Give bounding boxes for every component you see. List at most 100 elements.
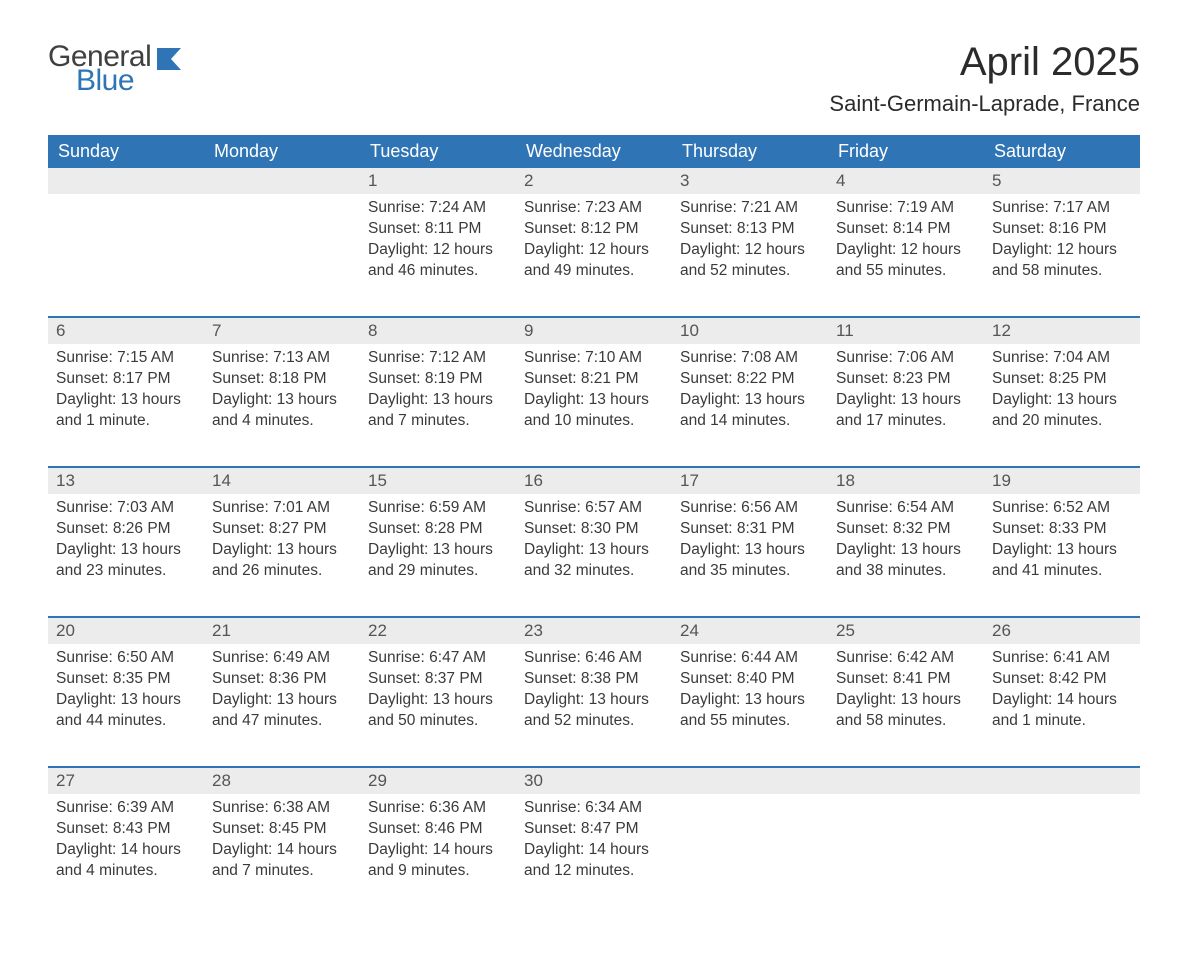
day-number: 21 [204, 618, 360, 644]
calendar-day-cell: 15Sunrise: 6:59 AMSunset: 8:28 PMDayligh… [360, 467, 516, 617]
daylight-line: Daylight: 13 hours and 4 minutes. [212, 390, 352, 432]
calendar-day-cell: 24Sunrise: 6:44 AMSunset: 8:40 PMDayligh… [672, 617, 828, 767]
sunrise-line: Sunrise: 6:59 AM [368, 498, 508, 519]
day-body: Sunrise: 6:54 AMSunset: 8:32 PMDaylight:… [828, 494, 984, 616]
calendar-day-cell: 11Sunrise: 7:06 AMSunset: 8:23 PMDayligh… [828, 317, 984, 467]
daylight-line: Daylight: 12 hours and 52 minutes. [680, 240, 820, 282]
day-number [204, 168, 360, 194]
daylight-line: Daylight: 13 hours and 38 minutes. [836, 540, 976, 582]
day-number: 22 [360, 618, 516, 644]
weekday-header: Friday [828, 135, 984, 168]
sunset-line: Sunset: 8:47 PM [524, 819, 664, 840]
sunrise-line: Sunrise: 6:41 AM [992, 648, 1132, 669]
sunrise-line: Sunrise: 7:23 AM [524, 198, 664, 219]
calendar-day-cell: 25Sunrise: 6:42 AMSunset: 8:41 PMDayligh… [828, 617, 984, 767]
day-number: 9 [516, 318, 672, 344]
sunset-line: Sunset: 8:28 PM [368, 519, 508, 540]
sunrise-line: Sunrise: 7:21 AM [680, 198, 820, 219]
day-body: Sunrise: 6:59 AMSunset: 8:28 PMDaylight:… [360, 494, 516, 616]
calendar-day-cell: 6Sunrise: 7:15 AMSunset: 8:17 PMDaylight… [48, 317, 204, 467]
sunrise-line: Sunrise: 6:44 AM [680, 648, 820, 669]
sunrise-line: Sunrise: 7:13 AM [212, 348, 352, 369]
day-number: 15 [360, 468, 516, 494]
sunrise-line: Sunrise: 6:49 AM [212, 648, 352, 669]
day-body: Sunrise: 6:34 AMSunset: 8:47 PMDaylight:… [516, 794, 672, 916]
day-body: Sunrise: 6:44 AMSunset: 8:40 PMDaylight:… [672, 644, 828, 766]
daylight-line: Daylight: 14 hours and 7 minutes. [212, 840, 352, 882]
daylight-line: Daylight: 13 hours and 32 minutes. [524, 540, 664, 582]
day-body: Sunrise: 6:46 AMSunset: 8:38 PMDaylight:… [516, 644, 672, 766]
logo-word-blue: Blue [76, 64, 191, 98]
calendar-day-cell: 16Sunrise: 6:57 AMSunset: 8:30 PMDayligh… [516, 467, 672, 617]
day-number: 14 [204, 468, 360, 494]
sunset-line: Sunset: 8:12 PM [524, 219, 664, 240]
day-body: Sunrise: 7:15 AMSunset: 8:17 PMDaylight:… [48, 344, 204, 466]
day-body: Sunrise: 6:56 AMSunset: 8:31 PMDaylight:… [672, 494, 828, 616]
daylight-line: Daylight: 13 hours and 29 minutes. [368, 540, 508, 582]
calendar-table: SundayMondayTuesdayWednesdayThursdayFrid… [48, 135, 1140, 916]
calendar-week: 1Sunrise: 7:24 AMSunset: 8:11 PMDaylight… [48, 168, 1140, 317]
sunset-line: Sunset: 8:46 PM [368, 819, 508, 840]
calendar-day-cell: 17Sunrise: 6:56 AMSunset: 8:31 PMDayligh… [672, 467, 828, 617]
day-body: Sunrise: 7:13 AMSunset: 8:18 PMDaylight:… [204, 344, 360, 466]
weekday-header: Sunday [48, 135, 204, 168]
day-body: Sunrise: 6:52 AMSunset: 8:33 PMDaylight:… [984, 494, 1140, 616]
header: General Blue April 2025 Saint-Germain-La… [48, 40, 1140, 117]
day-number: 13 [48, 468, 204, 494]
calendar-day-cell [828, 767, 984, 916]
sunrise-line: Sunrise: 7:24 AM [368, 198, 508, 219]
day-body: Sunrise: 6:57 AMSunset: 8:30 PMDaylight:… [516, 494, 672, 616]
day-number [48, 168, 204, 194]
daylight-line: Daylight: 13 hours and 7 minutes. [368, 390, 508, 432]
daylight-line: Daylight: 13 hours and 1 minute. [56, 390, 196, 432]
sunset-line: Sunset: 8:32 PM [836, 519, 976, 540]
daylight-line: Daylight: 13 hours and 10 minutes. [524, 390, 664, 432]
calendar-day-cell: 30Sunrise: 6:34 AMSunset: 8:47 PMDayligh… [516, 767, 672, 916]
daylight-line: Daylight: 13 hours and 55 minutes. [680, 690, 820, 732]
day-number: 29 [360, 768, 516, 794]
sunset-line: Sunset: 8:17 PM [56, 369, 196, 390]
sunset-line: Sunset: 8:40 PM [680, 669, 820, 690]
sunrise-line: Sunrise: 6:42 AM [836, 648, 976, 669]
sunset-line: Sunset: 8:36 PM [212, 669, 352, 690]
calendar-day-cell: 19Sunrise: 6:52 AMSunset: 8:33 PMDayligh… [984, 467, 1140, 617]
weekday-header: Monday [204, 135, 360, 168]
calendar-day-cell: 28Sunrise: 6:38 AMSunset: 8:45 PMDayligh… [204, 767, 360, 916]
day-number: 1 [360, 168, 516, 194]
calendar-day-cell [984, 767, 1140, 916]
sunrise-line: Sunrise: 6:46 AM [524, 648, 664, 669]
day-body: Sunrise: 7:06 AMSunset: 8:23 PMDaylight:… [828, 344, 984, 466]
weekday-header: Thursday [672, 135, 828, 168]
day-number: 20 [48, 618, 204, 644]
daylight-line: Daylight: 13 hours and 41 minutes. [992, 540, 1132, 582]
day-body [48, 194, 204, 316]
daylight-line: Daylight: 12 hours and 55 minutes. [836, 240, 976, 282]
day-number: 6 [48, 318, 204, 344]
sunset-line: Sunset: 8:23 PM [836, 369, 976, 390]
day-body: Sunrise: 7:04 AMSunset: 8:25 PMDaylight:… [984, 344, 1140, 466]
day-body: Sunrise: 7:19 AMSunset: 8:14 PMDaylight:… [828, 194, 984, 316]
day-body: Sunrise: 7:24 AMSunset: 8:11 PMDaylight:… [360, 194, 516, 316]
weekday-header: Saturday [984, 135, 1140, 168]
day-number: 17 [672, 468, 828, 494]
sunset-line: Sunset: 8:22 PM [680, 369, 820, 390]
calendar-day-cell: 5Sunrise: 7:17 AMSunset: 8:16 PMDaylight… [984, 168, 1140, 317]
logo: General Blue [48, 40, 191, 98]
calendar-day-cell [204, 168, 360, 317]
sunset-line: Sunset: 8:45 PM [212, 819, 352, 840]
day-body: Sunrise: 6:36 AMSunset: 8:46 PMDaylight:… [360, 794, 516, 916]
sunrise-line: Sunrise: 7:15 AM [56, 348, 196, 369]
daylight-line: Daylight: 13 hours and 52 minutes. [524, 690, 664, 732]
day-number [828, 768, 984, 794]
day-body: Sunrise: 7:10 AMSunset: 8:21 PMDaylight:… [516, 344, 672, 466]
sunset-line: Sunset: 8:16 PM [992, 219, 1132, 240]
daylight-line: Daylight: 13 hours and 17 minutes. [836, 390, 976, 432]
sunrise-line: Sunrise: 7:12 AM [368, 348, 508, 369]
sunset-line: Sunset: 8:11 PM [368, 219, 508, 240]
calendar-day-cell: 8Sunrise: 7:12 AMSunset: 8:19 PMDaylight… [360, 317, 516, 467]
sunset-line: Sunset: 8:27 PM [212, 519, 352, 540]
sunrise-line: Sunrise: 7:03 AM [56, 498, 196, 519]
sunset-line: Sunset: 8:41 PM [836, 669, 976, 690]
daylight-line: Daylight: 13 hours and 14 minutes. [680, 390, 820, 432]
sunset-line: Sunset: 8:37 PM [368, 669, 508, 690]
